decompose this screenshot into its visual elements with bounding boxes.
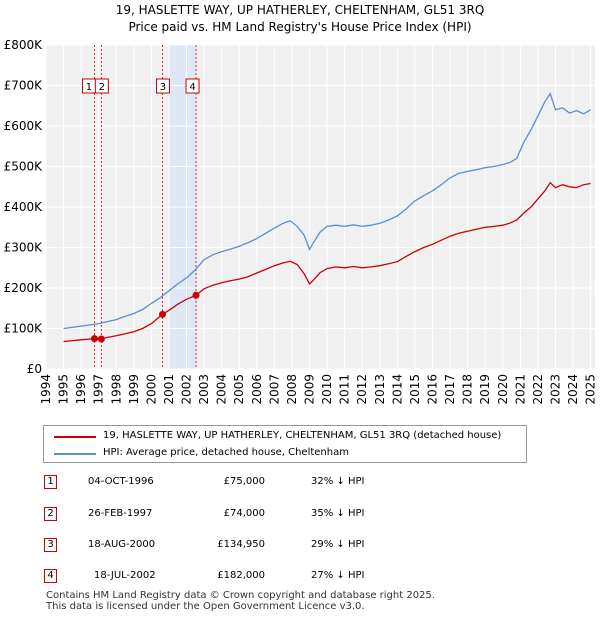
footer: Contains HM Land Registry data © Crown c… (46, 590, 435, 612)
legend-label-hpi: HPI: Average price, detached house, Chel… (103, 447, 349, 458)
sale-price: £74,000 (223, 508, 265, 519)
sale-hpi-delta: 27% ↓ HPI (311, 570, 365, 581)
price-chart: 19, HASLETTE WAY, UP HATHERLEY, CHELTENH… (4, 3, 598, 405)
x-tick-label: 1996 (74, 374, 88, 405)
y-tick-label: £0 (27, 362, 42, 376)
x-tick-label: 2024 (566, 374, 580, 405)
sale-marker-badge: 4 (44, 569, 57, 583)
sale-price: £182,000 (217, 570, 265, 581)
x-tick-label: 2009 (303, 374, 317, 405)
sale-date: 04-OCT-1996 (88, 476, 154, 487)
legend-swatch-property (54, 436, 96, 438)
legend: 19, HASLETTE WAY, UP HATHERLEY, CHELTENH… (43, 425, 527, 463)
x-tick-label: 2003 (197, 374, 211, 405)
x-tick-label: 2022 (531, 374, 545, 405)
x-tick-label: 2000 (144, 374, 158, 405)
x-tick-label: 2007 (267, 374, 281, 405)
sale-label-text: 2 (99, 82, 105, 93)
chart-title: 19, HASLETTE WAY, UP HATHERLEY, CHELTENH… (116, 3, 485, 17)
sale-point (192, 291, 200, 299)
x-tick-label: 1995 (57, 374, 71, 405)
sale-date: 18-JUL-2002 (94, 570, 156, 581)
x-tick-label: 2002 (180, 374, 194, 405)
sale-point (97, 335, 105, 343)
table-row: 4 18-JUL-2002 £182,000 27% ↓ HPI (0, 566, 600, 586)
x-tick-label: 1997 (92, 374, 106, 405)
sale-hpi-delta: 32% ↓ HPI (311, 476, 365, 487)
sale-point (90, 335, 98, 343)
y-tick-label: £200K (4, 281, 44, 295)
x-tick-label: 2016 (425, 374, 439, 405)
sale-label-text: 4 (189, 82, 195, 93)
sale-point (158, 310, 166, 318)
sale-hpi-delta: 35% ↓ HPI (311, 508, 365, 519)
sale-date: 18-AUG-2000 (88, 539, 156, 550)
x-tick-label: 2015 (408, 374, 422, 405)
x-tick-label: 2011 (338, 374, 352, 405)
sale-price: £134,950 (217, 539, 265, 550)
y-tick-label: £700K (4, 79, 44, 93)
footer-licence: This data is licensed under the Open Gov… (46, 601, 365, 612)
x-tick-label: 2004 (215, 374, 229, 405)
y-tick-label: £100K (4, 322, 44, 336)
x-tick-label: 2005 (232, 374, 246, 405)
sale-label-box (155, 78, 170, 94)
sale-marker-badge: 3 (44, 538, 57, 552)
sale-label-text: 1 (86, 82, 92, 93)
footer-copyright: Contains HM Land Registry data © Crown c… (46, 590, 435, 601)
x-tick-label: 2006 (250, 374, 264, 405)
chart-subtitle: Price paid vs. HM Land Registry's House … (128, 20, 471, 34)
x-tick-label: 2019 (478, 374, 492, 405)
y-tick-label: £400K (4, 200, 44, 214)
x-tick-label: 2018 (461, 374, 475, 405)
sale-marker-badge: 2 (44, 507, 57, 521)
plot-area: £0 £100K £200K £300K £400K £500K £600K £700K £80… (4, 38, 598, 405)
hpi-line (63, 92, 591, 330)
legend-label-property: 19, HASLETTE WAY, UP HATHERLEY, CHELTENH… (103, 430, 502, 441)
y-tick-label: £600K (4, 119, 44, 133)
sale-marker-badge: 1 (44, 475, 57, 489)
x-tick-label: 2010 (320, 374, 334, 405)
sale-label-box (185, 78, 200, 94)
sale-label-text: 3 (160, 82, 166, 93)
y-tick-label: £800K (4, 38, 44, 52)
x-tick-label: 2023 (548, 374, 562, 405)
x-tick-label: 2001 (162, 374, 176, 405)
table-row: 1 04-OCT-1996 £75,000 32% ↓ HPI (0, 472, 600, 492)
x-tick-label: 2008 (285, 374, 299, 405)
x-tick-label: 2012 (355, 374, 369, 405)
table-row: 3 18-AUG-2000 £134,950 29% ↓ HPI (0, 535, 600, 555)
sale-date: 26-FEB-1997 (88, 508, 153, 519)
property-line (63, 181, 591, 343)
legend-swatch-hpi (54, 453, 96, 455)
sale-label-box (94, 78, 109, 94)
y-tick-label: £500K (4, 160, 44, 174)
table-row: 2 26-FEB-1997 £74,000 35% ↓ HPI (0, 504, 600, 524)
sale-price: £75,000 (223, 476, 265, 487)
x-tick-label: 1998 (109, 374, 123, 405)
x-tick-label: 2014 (390, 374, 404, 405)
x-tick-label: 2021 (513, 374, 527, 405)
x-tick-label: 2025 (584, 374, 598, 405)
x-tick-label: 1999 (127, 374, 141, 405)
x-tick-label: 2013 (373, 374, 387, 405)
x-tick-label: 2020 (496, 374, 510, 405)
x-tick-label: 2017 (443, 374, 457, 405)
y-tick-label: £300K (4, 241, 44, 255)
sale-hpi-delta: 29% ↓ HPI (311, 539, 365, 550)
x-tick-label: 1994 (39, 374, 53, 405)
